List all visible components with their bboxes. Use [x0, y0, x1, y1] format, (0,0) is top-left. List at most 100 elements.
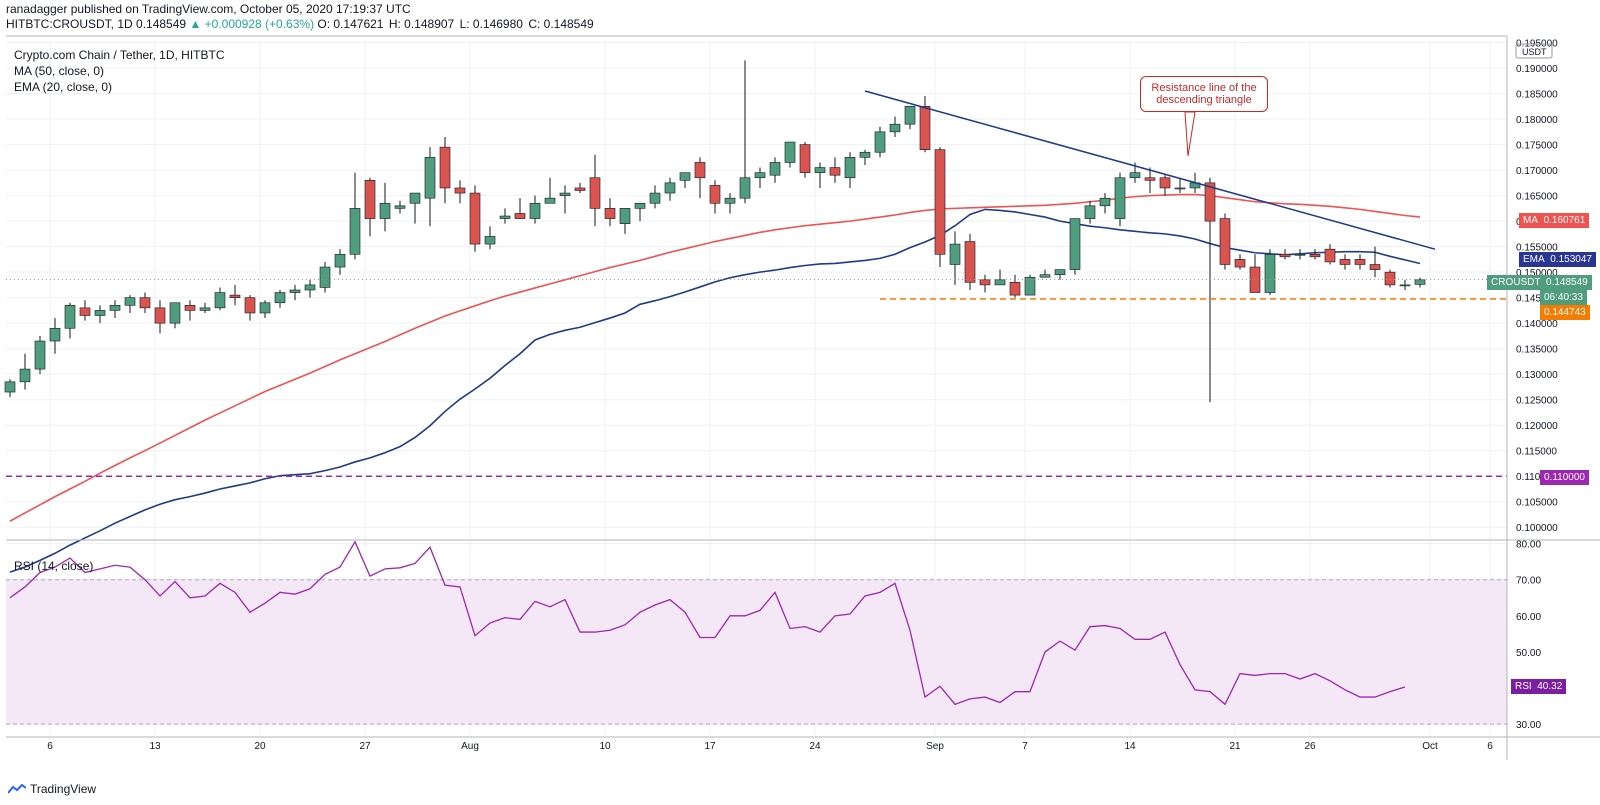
- support-tag: 0.144743: [1540, 305, 1590, 320]
- candle-up: [214, 292, 226, 309]
- candle-up: [379, 202, 391, 219]
- candle-down: [919, 106, 931, 150]
- candle-down: [79, 307, 91, 316]
- rsi-band: [6, 579, 1507, 725]
- price-tick-label: 0.175000: [1516, 141, 1558, 152]
- candle-up: [334, 253, 346, 268]
- candle-down: [1369, 264, 1381, 270]
- countdown-tag: 06:40:33: [1540, 290, 1587, 305]
- legend-title: Crypto.com Chain / Tether, 1D, HITBTC: [14, 48, 225, 62]
- candle-up: [34, 340, 46, 370]
- candle-up: [754, 172, 766, 179]
- tradingview-footer[interactable]: TradingView: [8, 782, 96, 796]
- candle-up: [1294, 253, 1306, 256]
- price-tick-label: 0.185000: [1516, 90, 1558, 101]
- ema-price-tag: EMA 0.153047: [1519, 252, 1596, 267]
- candle-up: [1129, 172, 1141, 179]
- price-tick-label: 0.145000: [1516, 294, 1558, 305]
- candle-up: [319, 266, 331, 288]
- time-tick-label: Oct: [1422, 741, 1438, 752]
- candle-up: [664, 182, 676, 194]
- candle-up: [889, 123, 901, 133]
- price-tick-label: 0.125000: [1516, 396, 1558, 407]
- candle-up: [409, 192, 421, 204]
- trend-lines: [6, 90, 1507, 477]
- price-tick-label: 0.105000: [1516, 498, 1558, 509]
- candle-down: [154, 307, 166, 324]
- candle-up: [499, 215, 511, 219]
- candle-up: [544, 197, 556, 204]
- candle-up: [994, 279, 1006, 286]
- low-value: L: 0.146980: [459, 17, 523, 31]
- time-tick-label: 6: [1487, 741, 1493, 752]
- candle-up: [1414, 279, 1426, 285]
- candle-down: [694, 162, 706, 179]
- time-tick-label: 24: [809, 741, 821, 752]
- time-tick-label: 27: [359, 741, 371, 752]
- candle-up: [394, 205, 406, 209]
- candle-down: [364, 180, 376, 219]
- price-tick-label: 0.110000: [1516, 472, 1557, 483]
- candle-up: [349, 208, 361, 255]
- rsi-overbought-oversold-band: [6, 579, 1507, 725]
- candle-down: [139, 297, 151, 309]
- high-value: H: 0.148907: [388, 17, 455, 31]
- candle-up: [484, 236, 496, 245]
- time-tick-label: 10: [599, 741, 611, 752]
- candle-down: [1384, 271, 1396, 286]
- symbol-tag-value: 0.148549: [1546, 277, 1588, 288]
- candle-down: [1354, 259, 1366, 265]
- axis-labels: 0.1950000.1900000.1850000.1800000.175000…: [47, 39, 1558, 752]
- candle-down: [184, 305, 196, 311]
- legend-ema: EMA (20, close, 0): [14, 80, 113, 94]
- candle-up: [289, 289, 301, 293]
- time-tick-label: 21: [1229, 741, 1241, 752]
- candle-up: [649, 192, 661, 204]
- price-tick-label: 0.120000: [1516, 421, 1558, 432]
- candle-up: [619, 208, 631, 224]
- symbol: HITBTC:CROUSDT, 1D: [6, 17, 133, 31]
- candlesticks: [4, 60, 1426, 403]
- candle-down: [574, 187, 586, 191]
- annotation-pointer: [1184, 111, 1196, 157]
- candle-up: [559, 192, 571, 196]
- rsi-tick-label: 80.00: [1516, 540, 1541, 551]
- candle-up: [19, 368, 31, 383]
- candle-up: [784, 141, 796, 163]
- close-value: C: 0.148549: [528, 17, 594, 31]
- candle-down: [934, 149, 946, 255]
- candle-up: [814, 167, 826, 173]
- annotation-callout[interactable]: Resistance line of the descending triang…: [1140, 76, 1268, 112]
- candle-down: [799, 144, 811, 173]
- price-tick-label: 0.130000: [1516, 370, 1558, 381]
- candle-up: [679, 172, 691, 181]
- indicator-lines: [9, 193, 1421, 706]
- candle-up: [424, 157, 436, 199]
- price-unit-box: [1515, 43, 1553, 59]
- candle-up: [1399, 284, 1411, 287]
- last-price: 0.148549: [136, 17, 187, 31]
- axes: [6, 35, 1600, 760]
- footer-brand: TradingView: [30, 782, 97, 796]
- symbol-line: HITBTC:CROUSDT, 1D 0.148549 ▲ +0.000928 …: [6, 17, 596, 31]
- candle-down: [229, 294, 241, 298]
- candle-down: [709, 185, 721, 204]
- candle-up: [859, 151, 871, 158]
- time-tick-label: 17: [704, 741, 716, 752]
- rsi-legend: RSI (14, close): [14, 559, 94, 573]
- time-tick-label: 14: [1124, 741, 1136, 752]
- rsi-line: [9, 540, 1406, 706]
- price-tick-label: 0.170000: [1516, 166, 1558, 177]
- candle-down: [454, 187, 466, 194]
- price-tick-label: 0.190000: [1516, 64, 1558, 75]
- symbol-price-tag: CROUSDT 0.148549: [1487, 275, 1592, 290]
- rsi-tick-label: 50.00: [1516, 648, 1541, 659]
- time-tick-label: Aug: [461, 741, 479, 752]
- candle-up: [64, 305, 76, 329]
- candle-down: [1219, 218, 1231, 265]
- candle-up: [724, 197, 736, 204]
- candle-up: [4, 381, 16, 393]
- symbol-tag-label: CROUSDT: [1491, 277, 1541, 288]
- candle-down: [1159, 177, 1171, 189]
